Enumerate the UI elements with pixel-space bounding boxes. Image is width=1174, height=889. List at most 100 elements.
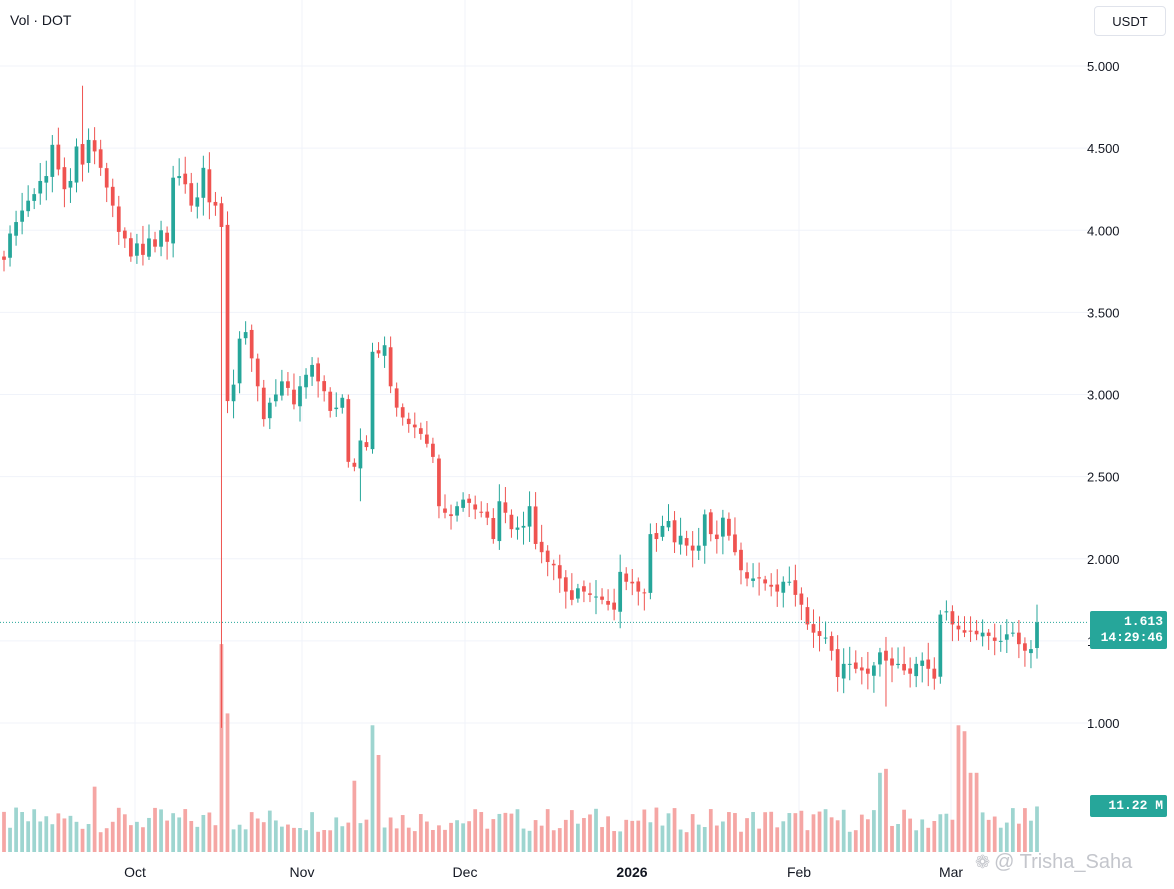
volume-bar [473,809,478,852]
candle-body [630,581,635,584]
candle-body [394,388,399,408]
volume-bar [328,830,333,852]
candle-body [213,201,218,206]
volume-bar [594,808,598,852]
candle-body [364,442,369,448]
volume-bar [563,819,568,852]
volume-bar [872,810,876,852]
volume-bar [334,817,339,852]
volume-bar [690,814,695,852]
volume-bar [992,816,997,852]
candle-body [14,222,18,236]
candle-body [938,614,943,677]
volume-bars [2,644,1039,852]
time-axis: Oct Nov Dec 2026 Feb Mar [124,864,963,880]
candle-body [1010,632,1015,634]
time-tick-label: Mar [939,864,963,880]
volume-bar [467,821,472,852]
volume-bar [14,807,18,852]
volume-bar [412,831,417,852]
volume-bar [310,812,314,852]
candle-body [183,173,188,185]
candle-body [829,636,834,651]
candle-body [576,588,580,599]
candle-body [618,571,623,612]
candle-body [666,520,671,528]
candle-body [847,663,852,665]
volume-bar [1029,820,1033,852]
volume-bar [104,828,109,852]
candle-body [165,232,169,242]
volume-bar [847,831,852,852]
volume-bar [8,827,12,852]
price-tick-label: 2.500 [1087,470,1120,485]
volume-bar [666,813,671,852]
candle-body [582,586,586,592]
volume-bar [739,831,743,852]
volume-bar [908,818,913,852]
candle-body [104,168,109,188]
volume-bar [68,815,73,852]
candle-body [243,332,248,339]
candle-body [8,233,12,258]
volume-bar [249,812,254,852]
candle-body [467,498,472,503]
candle-body [141,243,145,255]
candle-body [449,514,453,517]
volume-bar [672,808,677,852]
volume-bar [364,819,369,852]
candle-body [68,180,73,188]
volume-bar [400,815,405,852]
candle-body [932,668,937,679]
candle-body [956,625,961,630]
volume-bar [926,827,931,852]
candle-body [714,534,719,540]
candle-body [600,596,604,600]
volume-bar [122,814,127,852]
volume-bar [485,828,490,852]
volume-bar [352,780,357,852]
currency-button[interactable]: USDT [1094,6,1166,36]
candle-body [370,351,375,450]
candle-body [823,637,828,639]
volume-bar [914,830,919,852]
volume-bar [159,809,163,852]
candle-body [720,517,725,537]
candle-body [708,512,713,535]
candle-body [86,139,91,163]
candle-body [672,520,677,543]
volume-bar [346,822,351,852]
candle-body [1017,632,1021,645]
volume-bar [539,825,544,852]
volume-bar [805,830,810,852]
candle-body [690,545,695,551]
volume-bar [431,829,435,852]
volume-bar [201,815,206,852]
volume-bar [696,824,701,852]
volume-bar [195,826,200,852]
volume-bar [648,822,653,852]
volume-bar [787,813,792,852]
candle-body [485,511,490,518]
candle-body [406,418,411,425]
volume-bar [745,818,749,852]
volume-bar [358,823,363,852]
candle-body [902,663,906,671]
volume-bar [733,813,737,852]
volume-bar [298,827,302,852]
volume-bar [557,828,562,852]
volume-bar [793,813,798,852]
volume-bar [207,812,212,852]
candle-body [980,632,985,637]
volume-bar [545,809,550,852]
volume-bar [255,818,260,852]
volume-bar [503,812,508,852]
candle-body [799,593,804,605]
volume-bar [62,818,67,852]
volume-bar [2,811,6,852]
volume-bar [714,825,719,852]
candle-body [509,514,514,530]
candle-body [280,381,284,396]
candle-body [751,578,755,581]
